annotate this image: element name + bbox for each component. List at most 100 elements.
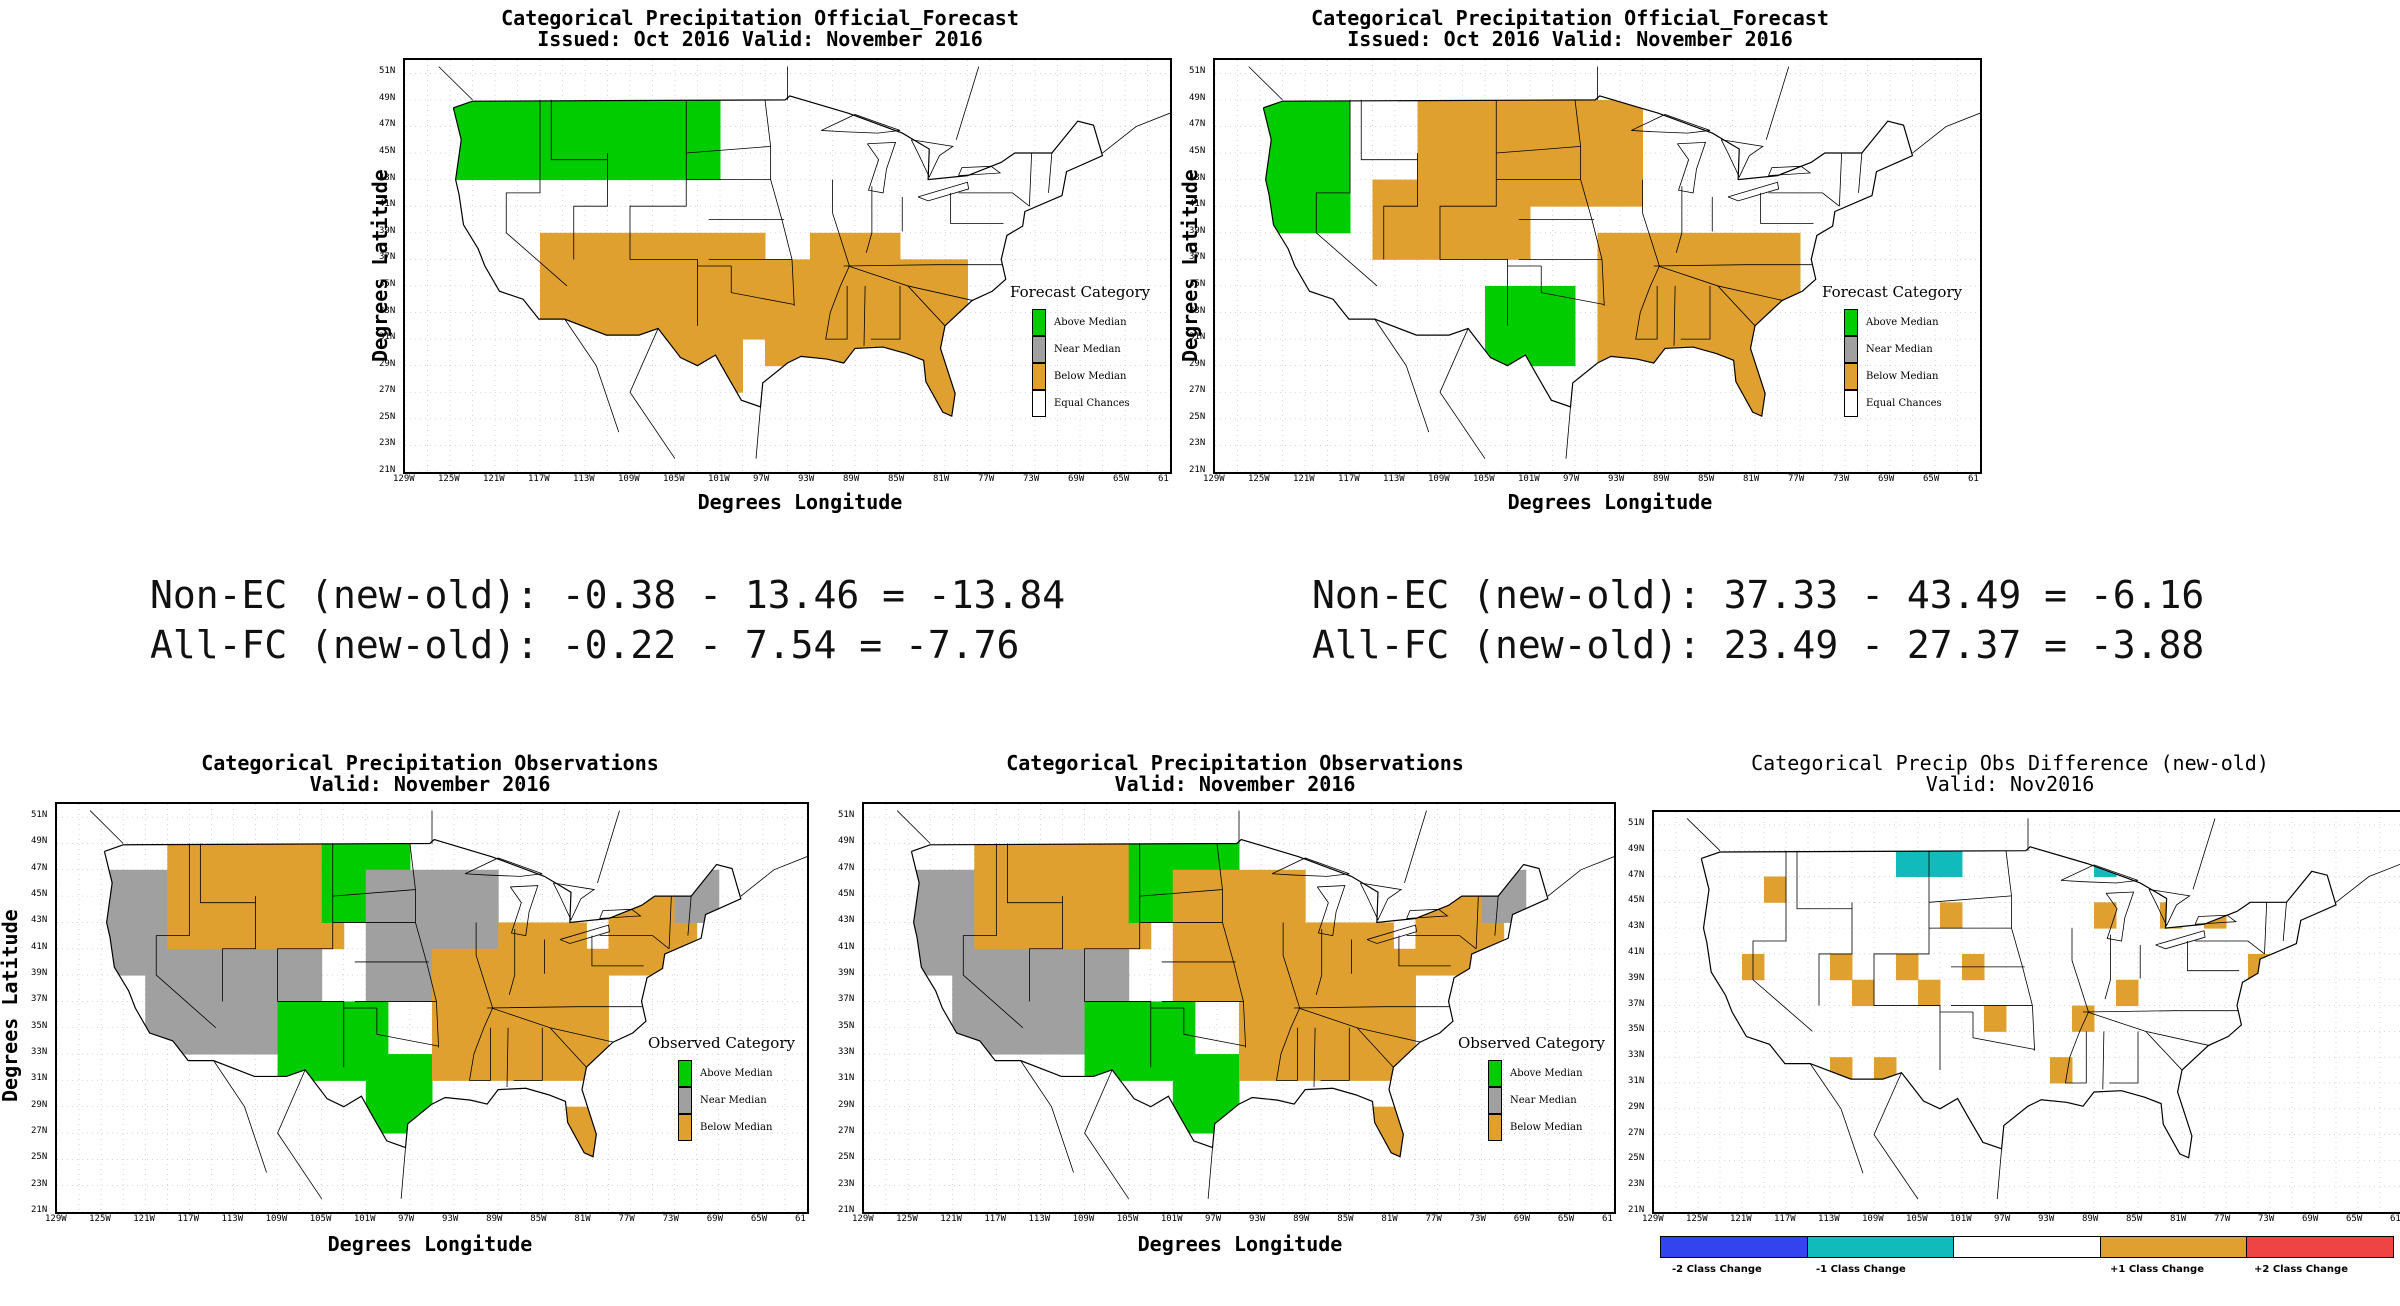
state-boundary <box>2060 864 2139 884</box>
lon-tick-label: 117W <box>528 474 550 484</box>
lat-tick-label: 47N <box>1189 119 1206 130</box>
coastline <box>896 810 931 844</box>
map-cell <box>387 922 411 950</box>
map-cell <box>765 285 788 314</box>
map-cell <box>1239 869 1262 897</box>
map-cell <box>586 1027 609 1055</box>
map-cell <box>343 869 367 897</box>
state-boundary <box>2109 1031 2139 1084</box>
coastline <box>629 328 676 459</box>
y-axis-label: Degrees Latitude <box>0 909 22 1102</box>
coastline <box>438 66 473 101</box>
map-cell <box>1485 206 1508 234</box>
state-boundary <box>958 192 1030 207</box>
map-cell <box>255 922 279 950</box>
state-boundary <box>962 843 1024 1029</box>
map-cell <box>832 312 856 340</box>
map-cell <box>1777 312 1801 340</box>
lon-tick-label: 125W <box>896 1214 918 1224</box>
panel-subtitle: Valid: November 2016 <box>1114 772 1356 796</box>
map-cell <box>787 339 811 367</box>
swatch-equal <box>1844 390 1858 417</box>
coastline <box>597 810 620 884</box>
legend-below: Below Median <box>1866 371 1939 382</box>
map-cell <box>1349 975 1372 1002</box>
map-cell <box>1084 1001 1108 1029</box>
state-boundary <box>1006 843 1063 904</box>
lon-tick-label: 89W <box>2082 1214 2099 1224</box>
state-boundary <box>1680 285 1711 340</box>
map-cell <box>945 285 968 314</box>
state-boundary <box>1398 935 1451 967</box>
colorbar-p2 <box>2247 1237 2393 1257</box>
map-cell <box>1687 259 1711 287</box>
state-boundary <box>2064 928 2089 1084</box>
lon-tick-label: 121W <box>483 474 505 484</box>
state-boundary <box>730 266 795 305</box>
map-cell <box>1084 869 1108 897</box>
legend-near: Near Median <box>1866 344 1933 355</box>
lat-tick-label: 21N <box>1628 1205 1645 1215</box>
map-cell <box>1710 285 1733 314</box>
state-boundary <box>1631 114 1711 134</box>
map-cell <box>1106 922 1130 950</box>
legend-above: Above Median <box>700 1068 773 1079</box>
lat-tick-label: 39N <box>838 968 855 979</box>
swatch-near <box>1844 336 1858 363</box>
map-cell <box>1597 259 1621 287</box>
colorbar-p1 <box>2100 1237 2248 1257</box>
map-cell <box>299 922 323 950</box>
lon-tick-label: 93W <box>798 474 815 484</box>
map-cell <box>1440 99 1463 127</box>
state-boundary <box>277 843 345 1068</box>
state-boundary <box>1675 186 1683 253</box>
map-cell <box>1239 975 1262 1002</box>
map-cell <box>365 1054 389 1081</box>
map-cell <box>1417 206 1441 234</box>
map-cell <box>211 869 234 897</box>
map-cell <box>1172 975 1196 1002</box>
map-cell <box>1896 953 1919 981</box>
state-boundary <box>1653 264 1813 267</box>
lon-tick-label: 77W <box>2214 1214 2231 1224</box>
state-boundary <box>1858 152 1863 193</box>
lon-tick-label: 65W <box>1557 1214 1575 1224</box>
map-cell <box>343 1027 367 1055</box>
map-cell <box>930 869 953 897</box>
state-boundary <box>1276 922 1301 1081</box>
map-cell <box>1984 1005 2007 1032</box>
map-cell <box>900 312 923 340</box>
coastline <box>400 1147 406 1199</box>
map-cell <box>1040 1001 1064 1029</box>
map-cell <box>211 1027 234 1055</box>
lat-tick-label: 47N <box>1628 869 1645 880</box>
map-cell <box>630 232 653 260</box>
panel-subtitle: Valid: November 2016 <box>309 772 551 796</box>
map-cell <box>321 1027 345 1055</box>
map-cell <box>675 232 698 260</box>
map-cell <box>1642 232 1666 260</box>
map-cell <box>1462 206 1486 234</box>
map-cell <box>720 285 743 314</box>
lon-tick-label: 121W <box>133 1214 155 1224</box>
map-cell <box>299 948 323 976</box>
state-boundary <box>1475 896 1479 949</box>
map-cell <box>877 339 901 367</box>
map-cell <box>952 869 975 897</box>
lat-tick-label: 49N <box>1628 843 1645 854</box>
map-cell <box>1327 206 1351 234</box>
state-boundary <box>821 114 901 134</box>
map-cell <box>1665 339 1688 367</box>
map-cell <box>675 365 698 393</box>
map-cell <box>498 975 521 1002</box>
lat-tick-label: 41N <box>379 199 396 210</box>
map-cell <box>233 896 257 923</box>
map-cell <box>1620 312 1643 340</box>
map-cell <box>810 232 833 260</box>
map-cell <box>1283 975 1306 1002</box>
lat-tick-label: 23N <box>838 1178 855 1189</box>
map-cell <box>1216 843 1240 871</box>
map-cell <box>1172 1054 1196 1081</box>
lon-tick-label: 113W <box>573 474 595 484</box>
map-cell <box>1620 285 1643 314</box>
